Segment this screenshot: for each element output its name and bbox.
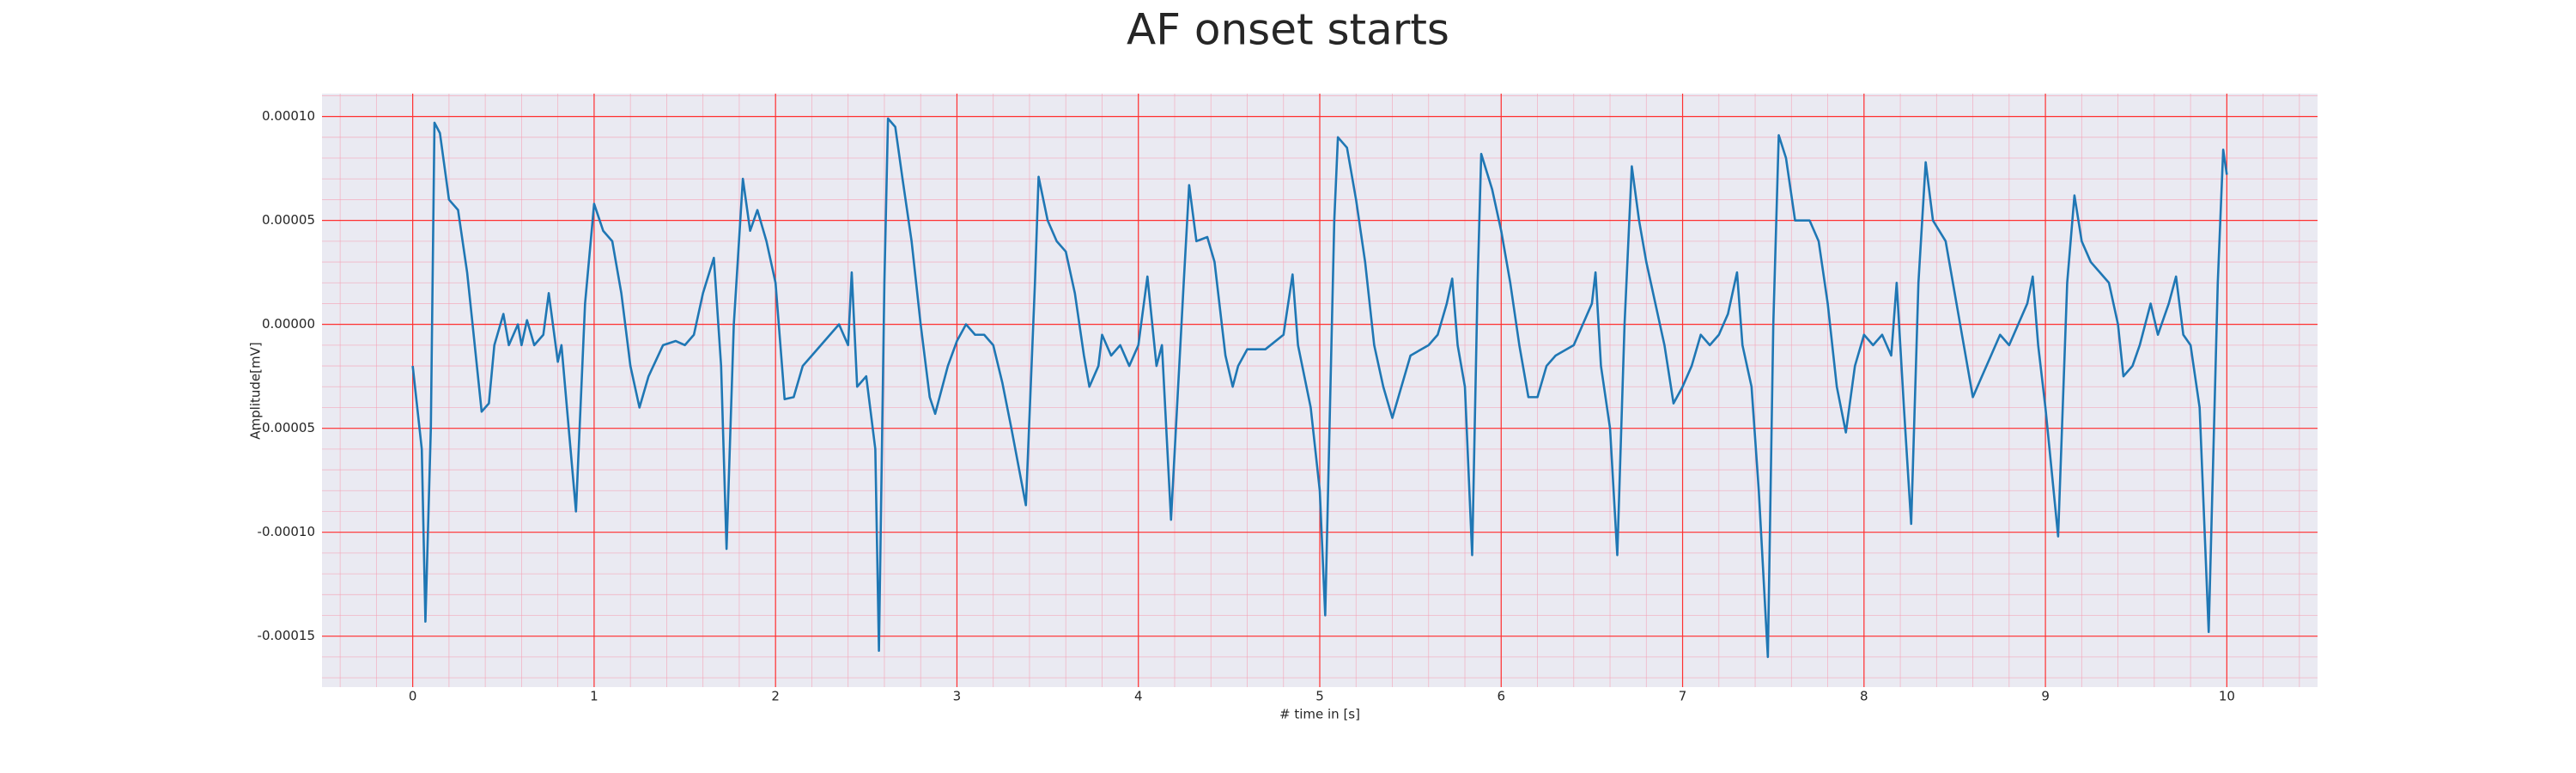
y-axis-label: Amplitude[mV] <box>248 342 264 439</box>
y-tick-label: -0.00010 <box>258 524 315 539</box>
x-tick-label: 7 <box>1679 689 1687 704</box>
x-axis-label: # time in [s] <box>1279 707 1360 722</box>
x-tick-label: 4 <box>1134 689 1143 704</box>
x-tick-label: 5 <box>1315 689 1324 704</box>
y-tick-label: 0.00000 <box>262 316 315 332</box>
y-tick-label: -0.00005 <box>258 420 315 435</box>
x-tick-label: 1 <box>590 689 598 704</box>
y-tick-label: 0.00005 <box>262 212 315 228</box>
x-tick-label: 10 <box>2219 689 2235 704</box>
y-tick-label: -0.00015 <box>258 628 315 643</box>
x-tick-label: 2 <box>771 689 780 704</box>
x-tick-label: 3 <box>953 689 962 704</box>
x-tick-label: 8 <box>1860 689 1868 704</box>
chart-title: AF onset starts <box>1127 5 1449 55</box>
x-tick-label: 0 <box>409 689 417 704</box>
x-tick-label: 9 <box>2041 689 2050 704</box>
signal-line <box>411 117 2228 659</box>
y-tick-label: 0.00010 <box>262 108 315 124</box>
x-tick-label: 6 <box>1497 689 1505 704</box>
